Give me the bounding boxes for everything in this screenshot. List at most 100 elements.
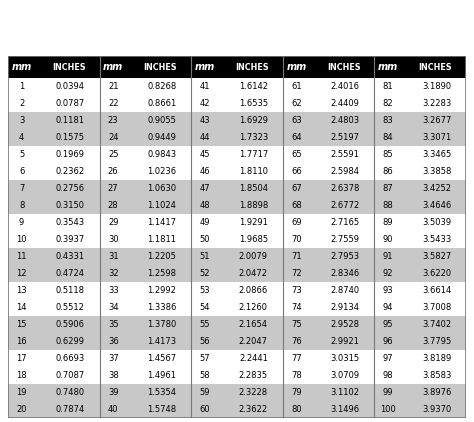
Text: 60: 60: [200, 405, 210, 414]
Bar: [100, 112, 191, 129]
Text: 2.0079: 2.0079: [239, 252, 268, 261]
Text: mm: mm: [378, 62, 398, 72]
Text: 3.4646: 3.4646: [422, 201, 451, 210]
Bar: [8, 231, 100, 248]
Bar: [283, 299, 374, 316]
Text: 2.8346: 2.8346: [330, 269, 360, 278]
Bar: [374, 180, 466, 197]
Text: 2.2441: 2.2441: [239, 354, 268, 363]
Bar: [191, 265, 283, 282]
Text: 61: 61: [291, 82, 302, 91]
Text: 3.3071: 3.3071: [422, 133, 451, 142]
Text: 2.4016: 2.4016: [330, 82, 359, 91]
Text: 2.3228: 2.3228: [239, 388, 268, 397]
Text: 83: 83: [383, 116, 393, 125]
Text: 97: 97: [383, 354, 393, 363]
Text: 73: 73: [291, 286, 302, 295]
Text: 1.6535: 1.6535: [239, 99, 268, 108]
Bar: [100, 265, 191, 282]
Text: 1.4961: 1.4961: [147, 371, 176, 380]
Text: 3.2283: 3.2283: [422, 99, 451, 108]
Bar: [8, 265, 100, 282]
Bar: [8, 56, 100, 78]
Text: 3.7008: 3.7008: [422, 303, 451, 312]
Bar: [191, 197, 283, 214]
Bar: [100, 299, 191, 316]
Bar: [374, 129, 466, 146]
Text: 1.2992: 1.2992: [147, 286, 176, 295]
Bar: [191, 350, 283, 367]
Bar: [100, 95, 191, 112]
Text: INCHES: INCHES: [419, 62, 452, 71]
Text: 19: 19: [16, 388, 27, 397]
Text: 1.2205: 1.2205: [147, 252, 176, 261]
Text: 37: 37: [108, 354, 118, 363]
Text: 1.2598: 1.2598: [147, 269, 176, 278]
Bar: [8, 78, 100, 95]
Bar: [100, 180, 191, 197]
Bar: [374, 197, 466, 214]
Text: 0.5118: 0.5118: [55, 286, 85, 295]
Bar: [283, 350, 374, 367]
Text: 58: 58: [200, 371, 210, 380]
Bar: [8, 350, 100, 367]
Text: 89: 89: [383, 218, 393, 227]
Text: 8: 8: [19, 201, 24, 210]
Text: 4: 4: [19, 133, 24, 142]
Bar: [191, 401, 283, 418]
Text: 67: 67: [291, 184, 302, 193]
Bar: [283, 367, 374, 384]
Text: 1.6142: 1.6142: [239, 82, 268, 91]
Text: 2.4409: 2.4409: [330, 99, 359, 108]
Text: 16: 16: [16, 337, 27, 346]
Text: 39: 39: [108, 388, 118, 397]
Bar: [283, 316, 374, 333]
Text: 3.9370: 3.9370: [422, 405, 451, 414]
Bar: [8, 112, 100, 129]
Bar: [191, 384, 283, 401]
Text: 46: 46: [200, 167, 210, 176]
Text: 2.7165: 2.7165: [330, 218, 359, 227]
Bar: [283, 401, 374, 418]
Bar: [374, 333, 466, 350]
Text: 87: 87: [383, 184, 393, 193]
Text: 2.7953: 2.7953: [330, 252, 359, 261]
Text: mm: mm: [11, 62, 32, 72]
Text: 41: 41: [200, 82, 210, 91]
Text: 31: 31: [108, 252, 118, 261]
Text: mm: mm: [103, 62, 123, 72]
Text: 0.5906: 0.5906: [55, 320, 85, 329]
Text: 1.8110: 1.8110: [239, 167, 268, 176]
Text: 3.7795: 3.7795: [422, 337, 451, 346]
Text: 80: 80: [291, 405, 302, 414]
Bar: [374, 367, 466, 384]
Text: 78: 78: [291, 371, 302, 380]
Text: 84: 84: [383, 133, 393, 142]
Text: 3.3858: 3.3858: [422, 167, 451, 176]
Text: 62: 62: [291, 99, 302, 108]
Bar: [191, 180, 283, 197]
Bar: [283, 384, 374, 401]
Text: 69: 69: [291, 218, 302, 227]
Bar: [8, 316, 100, 333]
Text: 66: 66: [291, 167, 302, 176]
Text: 2.5197: 2.5197: [330, 133, 359, 142]
Bar: [283, 56, 374, 78]
Text: 0.7874: 0.7874: [55, 405, 85, 414]
Bar: [8, 163, 100, 180]
Text: 1.1811: 1.1811: [147, 235, 176, 244]
Text: 75: 75: [291, 320, 302, 329]
Text: 1.8898: 1.8898: [239, 201, 268, 210]
Text: 3.0709: 3.0709: [330, 371, 359, 380]
Text: 1.0630: 1.0630: [147, 184, 176, 193]
Text: INCHES: INCHES: [235, 62, 269, 71]
Bar: [100, 248, 191, 265]
Text: 0.7087: 0.7087: [55, 371, 85, 380]
Bar: [283, 333, 374, 350]
Text: 5: 5: [19, 150, 24, 159]
Text: 0.6299: 0.6299: [55, 337, 85, 346]
Bar: [374, 316, 466, 333]
Bar: [100, 129, 191, 146]
Bar: [8, 299, 100, 316]
Text: 2.3622: 2.3622: [239, 405, 268, 414]
